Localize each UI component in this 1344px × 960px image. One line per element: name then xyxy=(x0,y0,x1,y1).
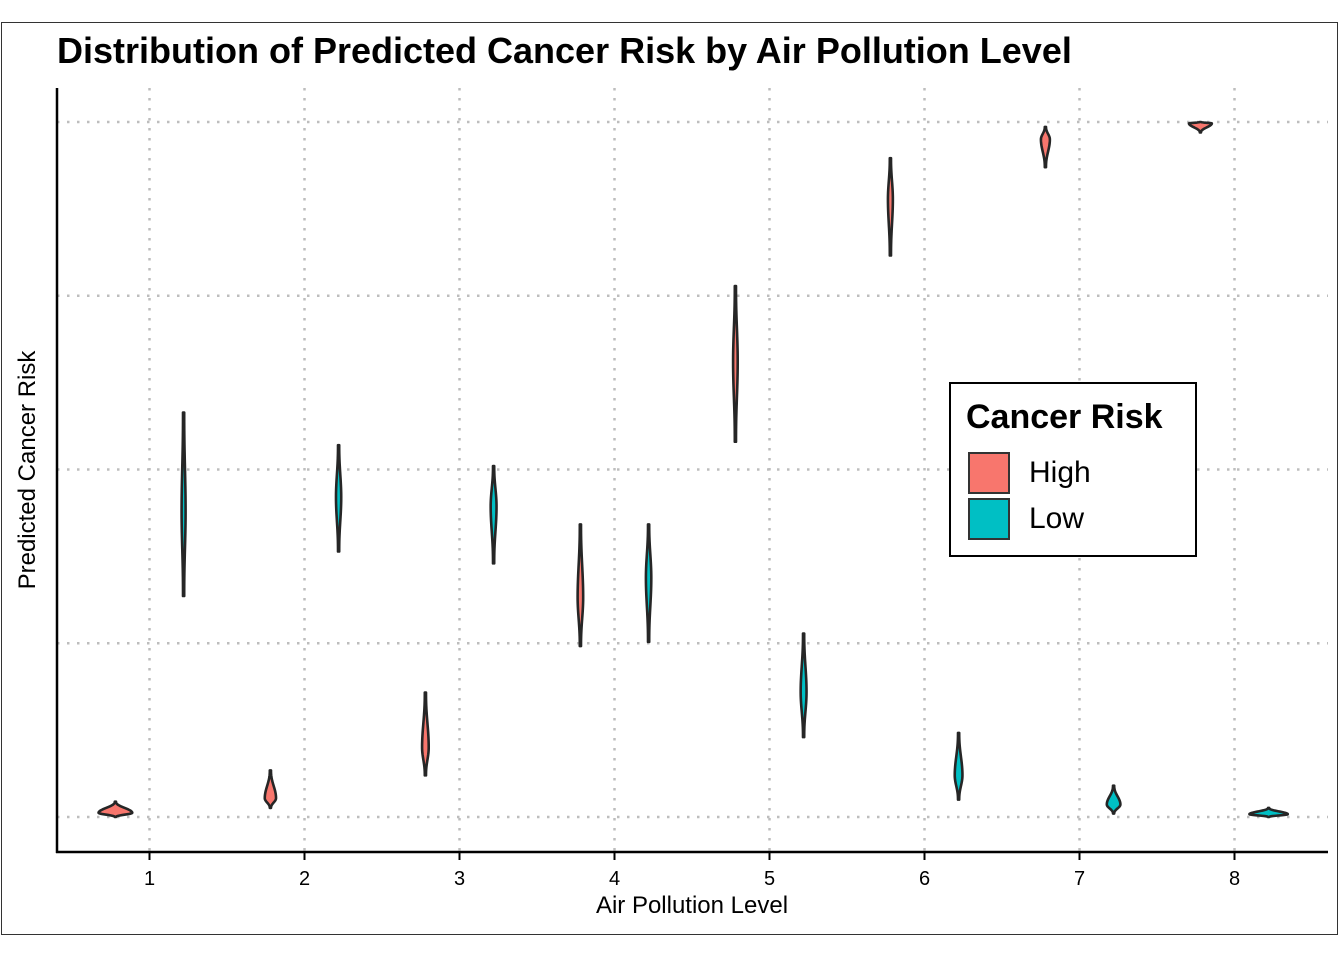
violin-high-x5 xyxy=(731,284,739,443)
plot-background-frame xyxy=(1,22,1338,935)
x-tick-label-4: 4 xyxy=(609,868,620,890)
x-tick-label-1: 1 xyxy=(144,868,155,890)
x-axis-label: Air Pollution Level xyxy=(595,892,789,919)
violin-low-x1 xyxy=(180,411,187,598)
violin-high-x3 xyxy=(420,691,431,777)
y-axis-label: Predicted Cancer Risk xyxy=(14,350,41,590)
x-tick-label-7: 7 xyxy=(1074,868,1085,890)
chart-title: Distribution of Predicted Cancer Risk by… xyxy=(57,30,1072,71)
violin-high-x7 xyxy=(1039,125,1052,169)
legend-title: Cancer Risk xyxy=(966,398,1163,436)
x-tick-label-6: 6 xyxy=(919,868,930,890)
x-tick-label-2: 2 xyxy=(299,868,310,890)
violin-low-x8 xyxy=(1248,806,1290,819)
violin-high-x4 xyxy=(576,523,585,648)
violin-low-x2 xyxy=(334,443,343,553)
violin-high-x2 xyxy=(263,769,278,810)
legend-label-low: Low xyxy=(1029,502,1085,535)
violin-low-x6 xyxy=(953,731,964,801)
violin-low-x7 xyxy=(1105,784,1122,815)
legend-key-low xyxy=(968,498,1010,540)
violin-low-x4 xyxy=(644,523,653,644)
legend: Cancer Risk High Low xyxy=(949,382,1197,557)
x-tick-label-5: 5 xyxy=(764,868,775,890)
x-axis-ticks: 1 2 3 4 5 6 7 8 xyxy=(144,852,1240,890)
violins xyxy=(97,120,1290,819)
legend-key-high xyxy=(968,452,1010,494)
legend-label-high: High xyxy=(1029,456,1091,489)
violin-high-x8 xyxy=(1187,120,1214,134)
x-tick-label-8: 8 xyxy=(1229,868,1240,890)
x-tick-label-3: 3 xyxy=(454,868,465,890)
violin-low-x5 xyxy=(799,632,808,739)
violin-low-x3 xyxy=(489,464,498,565)
violin-high-x6 xyxy=(886,156,895,257)
axes xyxy=(55,88,1328,854)
violin-high-x1 xyxy=(97,800,134,819)
